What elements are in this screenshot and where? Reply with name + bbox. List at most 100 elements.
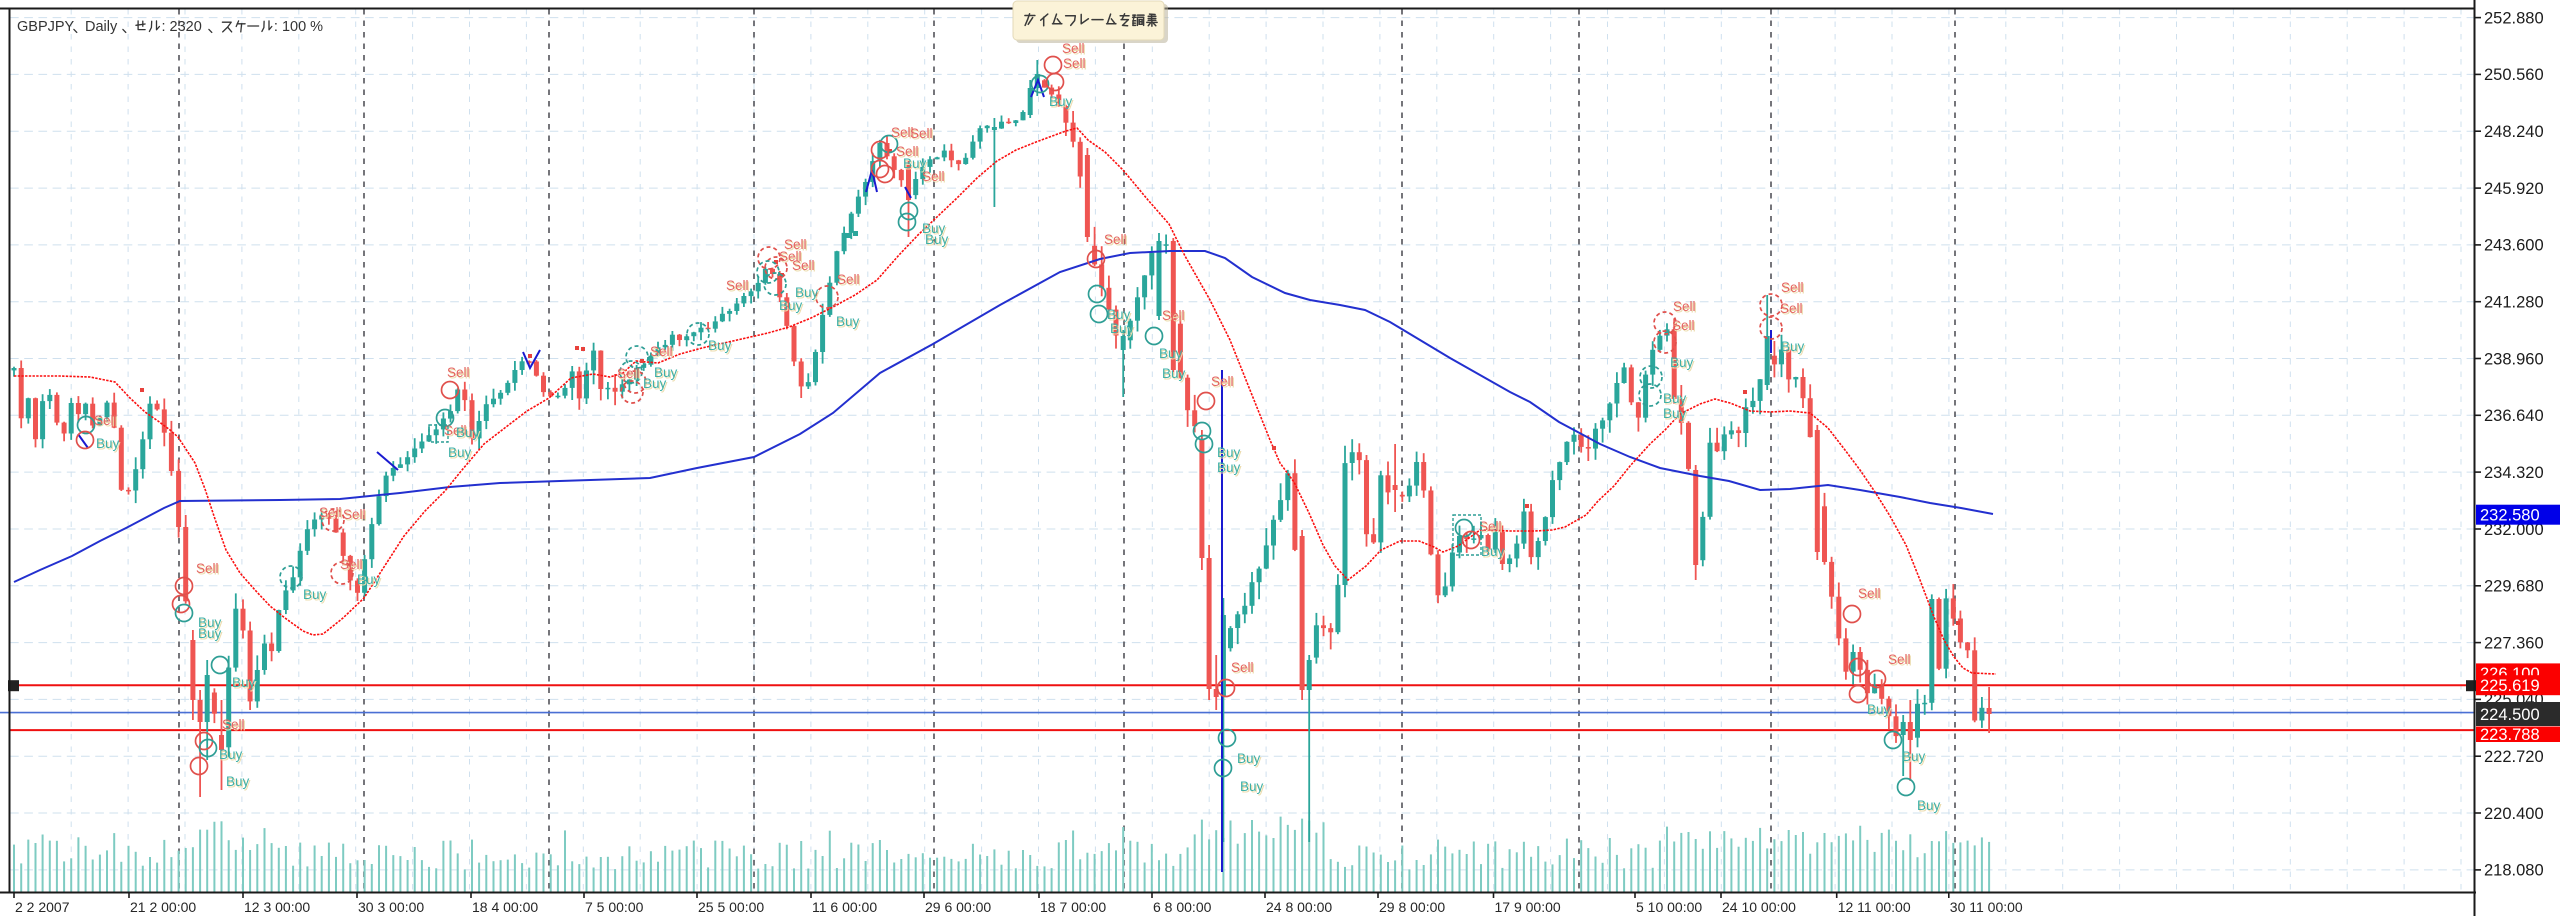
- svg-text:Sell: Sell: [1889, 653, 1912, 668]
- svg-text:Buy: Buy: [1218, 461, 1242, 476]
- svg-text:Buy: Buy: [448, 445, 472, 460]
- svg-text:Sell: Sell: [1888, 652, 1911, 667]
- svg-text:29 8 00:00: 29 8 00:00: [1379, 899, 1445, 915]
- svg-text:Buy: Buy: [1108, 308, 1132, 323]
- svg-text:Buy: Buy: [1482, 545, 1506, 560]
- svg-text:Sell: Sell: [197, 562, 220, 577]
- svg-text:Buy: Buy: [1110, 321, 1134, 336]
- svg-text:Sell: Sell: [892, 126, 915, 141]
- svg-text:Buy: Buy: [1671, 356, 1695, 371]
- svg-text:Sell: Sell: [897, 145, 920, 160]
- svg-text:Buy: Buy: [1163, 367, 1187, 382]
- svg-text:248.240: 248.240: [2484, 123, 2544, 141]
- svg-text:Sell: Sell: [1105, 233, 1128, 248]
- svg-text:Sell: Sell: [1672, 318, 1695, 333]
- svg-text:Buy: Buy: [233, 676, 257, 691]
- svg-text:Buy: Buy: [1218, 446, 1242, 461]
- svg-text:Sell: Sell: [319, 505, 342, 520]
- svg-text:Sell: Sell: [1674, 300, 1697, 315]
- svg-text:Sell: Sell: [1232, 661, 1255, 676]
- svg-text:Buy: Buy: [708, 338, 732, 353]
- svg-text:Sell: Sell: [222, 717, 245, 732]
- svg-text:6 8 00:00: 6 8 00:00: [1153, 899, 1212, 915]
- svg-text:Sell: Sell: [1231, 660, 1254, 675]
- svg-text:Buy: Buy: [904, 157, 928, 172]
- svg-text:Buy: Buy: [1781, 339, 1805, 354]
- svg-text:7 5 00:00: 7 5 00:00: [585, 899, 644, 915]
- svg-text:Sell: Sell: [447, 365, 470, 380]
- svg-text:Buy: Buy: [198, 615, 222, 630]
- svg-text:12 11 00:00: 12 11 00:00: [1838, 899, 1911, 915]
- svg-text:Sell: Sell: [780, 250, 803, 265]
- svg-text:Buy: Buy: [457, 426, 481, 441]
- svg-text:Buy: Buy: [1159, 346, 1183, 361]
- svg-text:Sell: Sell: [1104, 232, 1127, 247]
- svg-text:Buy: Buy: [226, 774, 250, 789]
- svg-text:Buy: Buy: [655, 366, 679, 381]
- svg-text:Buy: Buy: [780, 299, 804, 314]
- svg-text:Buy: Buy: [1663, 406, 1687, 421]
- svg-text:12 3 00:00: 12 3 00:00: [244, 899, 310, 915]
- svg-text:Sell: Sell: [1212, 375, 1235, 390]
- svg-text:Buy: Buy: [1111, 322, 1135, 337]
- svg-text:Sell: Sell: [650, 344, 673, 359]
- svg-text:245.920: 245.920: [2484, 180, 2544, 198]
- svg-text:29 6 00:00: 29 6 00:00: [925, 899, 991, 915]
- svg-text:227.360: 227.360: [2484, 634, 2544, 652]
- svg-text:Buy: Buy: [779, 298, 803, 313]
- svg-text:Sell: Sell: [445, 424, 468, 439]
- svg-text:Buy: Buy: [449, 446, 473, 461]
- svg-text:Buy: Buy: [1903, 750, 1927, 765]
- svg-text:Sell: Sell: [344, 508, 367, 523]
- svg-text:Sell: Sell: [1062, 41, 1085, 56]
- svg-text:Buy: Buy: [922, 221, 946, 236]
- svg-text:Sell: Sell: [320, 506, 343, 521]
- svg-text:Buy: Buy: [1902, 749, 1926, 764]
- svg-text:Buy: Buy: [923, 222, 947, 237]
- svg-text:Sell: Sell: [1064, 57, 1087, 72]
- svg-text:Sell: Sell: [793, 259, 816, 274]
- svg-text:238.960: 238.960: [2484, 350, 2544, 368]
- svg-text:Sell: Sell: [95, 414, 118, 429]
- svg-text:Buy: Buy: [836, 314, 860, 329]
- svg-text:Buy: Buy: [199, 616, 223, 631]
- svg-text:Buy: Buy: [358, 573, 382, 588]
- svg-text:Buy: Buy: [1162, 366, 1186, 381]
- svg-text:Sell: Sell: [911, 127, 934, 142]
- svg-text:252.880: 252.880: [2484, 9, 2544, 27]
- svg-text:225.619: 225.619: [2480, 677, 2540, 695]
- svg-text:Daily: Daily: [85, 19, 118, 35]
- svg-text:Sell: Sell: [1781, 302, 1804, 317]
- svg-text:250.560: 250.560: [2484, 66, 2544, 84]
- svg-text:Sell: Sell: [1163, 309, 1186, 324]
- svg-text:Buy: Buy: [456, 425, 480, 440]
- svg-text:Buy: Buy: [304, 588, 328, 603]
- svg-text:223.788: 223.788: [2480, 726, 2540, 744]
- svg-text:Buy: Buy: [654, 365, 678, 380]
- svg-text:Sell: Sell: [923, 170, 946, 185]
- svg-text:25 5 00:00: 25 5 00:00: [698, 899, 764, 915]
- svg-text:Sell: Sell: [838, 273, 861, 288]
- svg-text:Buy: Buy: [1663, 391, 1687, 406]
- svg-text:232.580: 232.580: [2480, 507, 2540, 525]
- svg-text:Buy: Buy: [1238, 752, 1262, 767]
- svg-text:Sell: Sell: [223, 718, 246, 733]
- svg-text:Sell: Sell: [341, 558, 364, 573]
- svg-text:Buy: Buy: [1918, 799, 1942, 814]
- svg-text:Buy: Buy: [1664, 392, 1688, 407]
- svg-text:Sell: Sell: [785, 238, 808, 253]
- svg-text:Buy: Buy: [1917, 798, 1941, 813]
- svg-text:Buy: Buy: [227, 775, 251, 790]
- svg-text:Buy: Buy: [1049, 94, 1073, 109]
- svg-text:Sell: Sell: [1480, 520, 1503, 535]
- svg-text:30 3 00:00: 30 3 00:00: [358, 899, 424, 915]
- svg-text:24 8 00:00: 24 8 00:00: [1266, 899, 1332, 915]
- svg-text:Sell: Sell: [651, 345, 674, 360]
- svg-text:Sell: Sell: [618, 367, 641, 382]
- svg-text:5 10 00:00: 5 10 00:00: [1636, 899, 1702, 915]
- svg-text:Sell: Sell: [196, 561, 219, 576]
- svg-text:Sell: Sell: [910, 126, 933, 141]
- svg-text:Buy: Buy: [1240, 779, 1264, 794]
- svg-text:Buy: Buy: [199, 627, 223, 642]
- svg-text:Buy: Buy: [1664, 407, 1688, 422]
